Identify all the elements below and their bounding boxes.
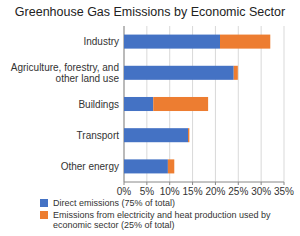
category-label-line: Transport	[77, 130, 120, 141]
title: Greenhouse Gas Emissions by Economic Sec…	[15, 5, 285, 19]
category-label: Industry	[83, 36, 119, 47]
grid-line	[215, 26, 216, 182]
tick-label: 35%	[274, 186, 294, 197]
grid-line	[261, 26, 262, 182]
tick-label: 0%	[117, 186, 132, 197]
bar	[124, 128, 188, 142]
bar	[124, 97, 153, 111]
category-label-line: other land use	[56, 73, 120, 84]
legend-swatch	[40, 211, 48, 219]
grid-line	[284, 26, 285, 182]
category-label: Transport	[77, 130, 120, 141]
legend-label-line: economic sector (25% of total)	[53, 220, 175, 230]
bars	[124, 35, 270, 174]
category-label-line: Industry	[83, 36, 119, 47]
bar	[234, 66, 238, 80]
x-axis	[124, 182, 284, 183]
legend-label-line: Emissions from electricity and heat prod…	[53, 210, 271, 220]
legend-swatch	[40, 199, 48, 207]
category-label-line: Other energy	[61, 161, 119, 172]
tick-label: 20%	[205, 186, 225, 197]
bar	[188, 128, 189, 142]
category-label-line: Agriculture, forestry, and	[11, 62, 119, 73]
category-label: Other energy	[61, 161, 119, 172]
tick-label: 30%	[251, 186, 271, 197]
background	[0, 0, 300, 236]
bar	[124, 35, 220, 49]
bar	[220, 35, 270, 49]
tick-label: 10%	[160, 186, 180, 197]
tick-label: 25%	[228, 186, 248, 197]
bar	[168, 159, 174, 173]
bar	[124, 159, 168, 173]
tick-label: 15%	[183, 186, 203, 197]
category-label: Buildings	[78, 99, 119, 110]
tick-label: 5%	[140, 186, 155, 197]
legend-label-line: Direct emissions (75% of total)	[53, 198, 175, 208]
bar	[124, 66, 234, 80]
legend-label: Emissions from electricity and heat prod…	[53, 210, 271, 230]
category-label: Agriculture, forestry, andother land use	[11, 62, 120, 84]
grid-line	[238, 26, 239, 182]
legend-label: Direct emissions (75% of total)	[53, 198, 175, 208]
bar	[153, 97, 208, 111]
category-label-line: Buildings	[78, 99, 119, 110]
chart-svg: Greenhouse Gas Emissions by Economic Sec…	[0, 0, 300, 236]
